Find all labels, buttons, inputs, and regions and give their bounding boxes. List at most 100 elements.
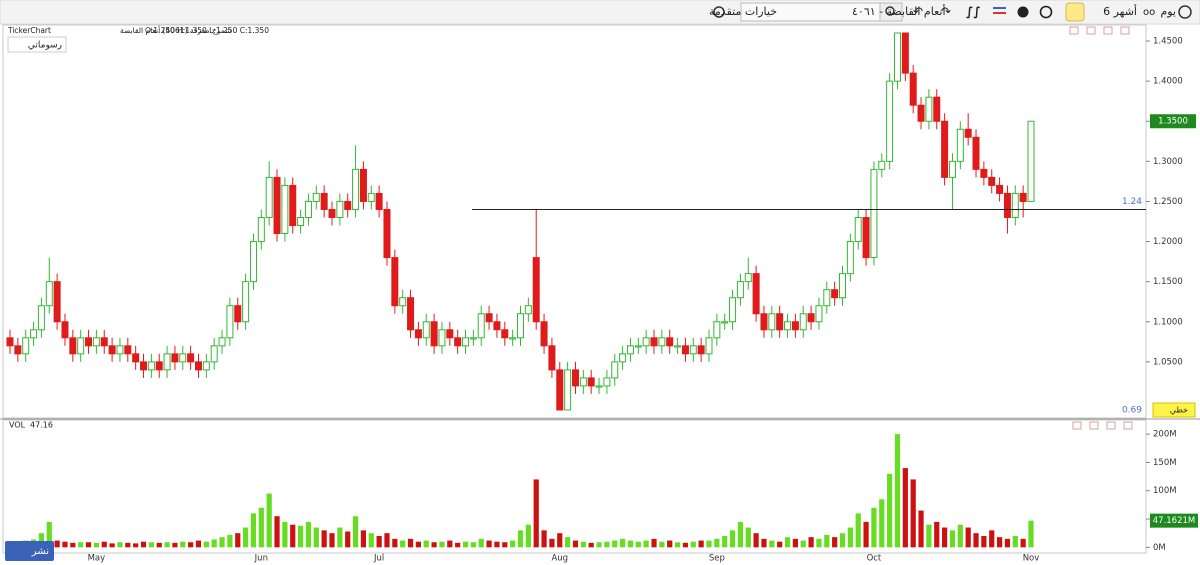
volume-bar xyxy=(753,533,759,548)
panel-icon[interactable] xyxy=(1086,26,1096,35)
volume-bar xyxy=(549,538,555,548)
candle-body xyxy=(454,337,462,347)
volume-bar xyxy=(517,530,524,548)
candle-body xyxy=(218,337,226,347)
volume-bar xyxy=(942,527,948,548)
symbol-box[interactable] xyxy=(740,2,881,22)
candle-body xyxy=(799,313,807,331)
volume-bar xyxy=(769,540,775,548)
volume-bar xyxy=(274,516,280,548)
candle-body xyxy=(265,176,273,218)
scale-button[interactable] xyxy=(1152,402,1196,418)
share-label[interactable]: نشر xyxy=(31,546,49,557)
panel-icon[interactable] xyxy=(1106,421,1116,430)
volume-bar xyxy=(478,538,484,548)
link-icon[interactable]: oo xyxy=(1143,7,1155,18)
candle-body xyxy=(862,216,870,259)
undo-button[interactable]: ↶ xyxy=(913,5,923,19)
volume-bar xyxy=(297,525,304,548)
symbol-text[interactable]: أنعام القابضة - ٤٠٦١ xyxy=(852,4,946,18)
candle-body xyxy=(650,337,658,347)
candle-body xyxy=(132,353,140,363)
candle-body xyxy=(689,345,697,355)
alert-button[interactable] xyxy=(1017,6,1029,18)
candle-body xyxy=(948,160,956,178)
candle-body xyxy=(77,337,85,355)
volume-bar xyxy=(784,537,791,548)
range-button[interactable]: 6 أشهر xyxy=(1103,4,1137,18)
candle-body xyxy=(666,337,674,347)
volume-bar xyxy=(486,540,492,548)
candle-body xyxy=(956,128,964,162)
draw-tool-button[interactable] xyxy=(1065,2,1085,22)
ohlc-label: O:1.250 H:1.350 L:1.250 C:1.350 xyxy=(145,26,269,35)
candle-body xyxy=(446,329,454,339)
options-icon[interactable] xyxy=(713,6,725,18)
candle-body xyxy=(422,321,430,339)
candle-body xyxy=(893,32,901,82)
interval-button[interactable]: يوم xyxy=(1160,5,1176,18)
options-button[interactable]: خيارات متقدمة xyxy=(709,5,777,18)
candle-body xyxy=(336,200,344,218)
panel-icons xyxy=(1069,26,1133,430)
candle-body xyxy=(744,273,752,283)
candle-body xyxy=(548,345,556,371)
volume-bar xyxy=(651,538,657,548)
drawings-label[interactable]: رسوماتي xyxy=(28,41,62,51)
volume-bar xyxy=(902,468,908,548)
volume-bar xyxy=(816,538,822,548)
clock-icon[interactable] xyxy=(1178,5,1192,19)
volume-bar xyxy=(101,541,107,548)
candle-body xyxy=(988,176,996,186)
candle-body xyxy=(941,120,949,178)
panel-icon[interactable] xyxy=(1072,421,1082,430)
panel-icon[interactable] xyxy=(1123,421,1133,430)
compare-button[interactable]: ∫∫ xyxy=(966,5,981,19)
volume-bar xyxy=(431,542,437,548)
candle-body xyxy=(619,353,627,363)
drawings-button[interactable] xyxy=(7,36,67,53)
panel-icon[interactable] xyxy=(1069,26,1079,35)
volume-bar xyxy=(894,434,901,548)
volume-bar xyxy=(329,533,335,548)
redo-button[interactable]: ↷ xyxy=(941,5,951,19)
candle-body xyxy=(752,273,760,315)
candle-body xyxy=(1011,192,1019,218)
candle-body xyxy=(391,257,399,307)
volume-bar xyxy=(729,530,736,548)
candle-body xyxy=(312,192,320,202)
volume-bar xyxy=(604,541,610,548)
volume-bar xyxy=(423,540,429,548)
candle-body xyxy=(187,353,195,363)
volume-bar xyxy=(957,524,963,548)
candle-body xyxy=(226,305,234,339)
candle-body xyxy=(705,337,713,355)
volume-bar xyxy=(588,542,594,548)
y-tick-label: 200M xyxy=(1153,430,1177,440)
volume-bar xyxy=(659,541,665,548)
candle-body xyxy=(807,313,815,323)
candle-body xyxy=(194,361,202,371)
panel-icon[interactable] xyxy=(1089,421,1099,430)
volume-bar xyxy=(415,541,421,548)
candle-body xyxy=(414,329,422,339)
scale-label[interactable]: خطي xyxy=(1170,406,1188,415)
volume-bar xyxy=(188,542,194,548)
volume-bar xyxy=(926,524,932,548)
volume-bar xyxy=(989,530,995,548)
panel-icon[interactable] xyxy=(1103,26,1113,35)
volume-bar xyxy=(777,541,783,548)
x-tick-label: May xyxy=(88,554,106,564)
indicator-button[interactable] xyxy=(1039,5,1053,19)
share-button[interactable] xyxy=(5,541,54,561)
volume-bar xyxy=(612,540,618,548)
y-tick-label: 1.2500 xyxy=(1153,197,1183,207)
candle-body xyxy=(147,361,155,371)
panel-icon[interactable] xyxy=(1120,26,1130,35)
volume-bar xyxy=(62,541,68,548)
volume-bar xyxy=(565,537,571,548)
candle-body xyxy=(328,208,336,218)
candle-body xyxy=(917,104,925,122)
candle-body xyxy=(964,128,972,138)
